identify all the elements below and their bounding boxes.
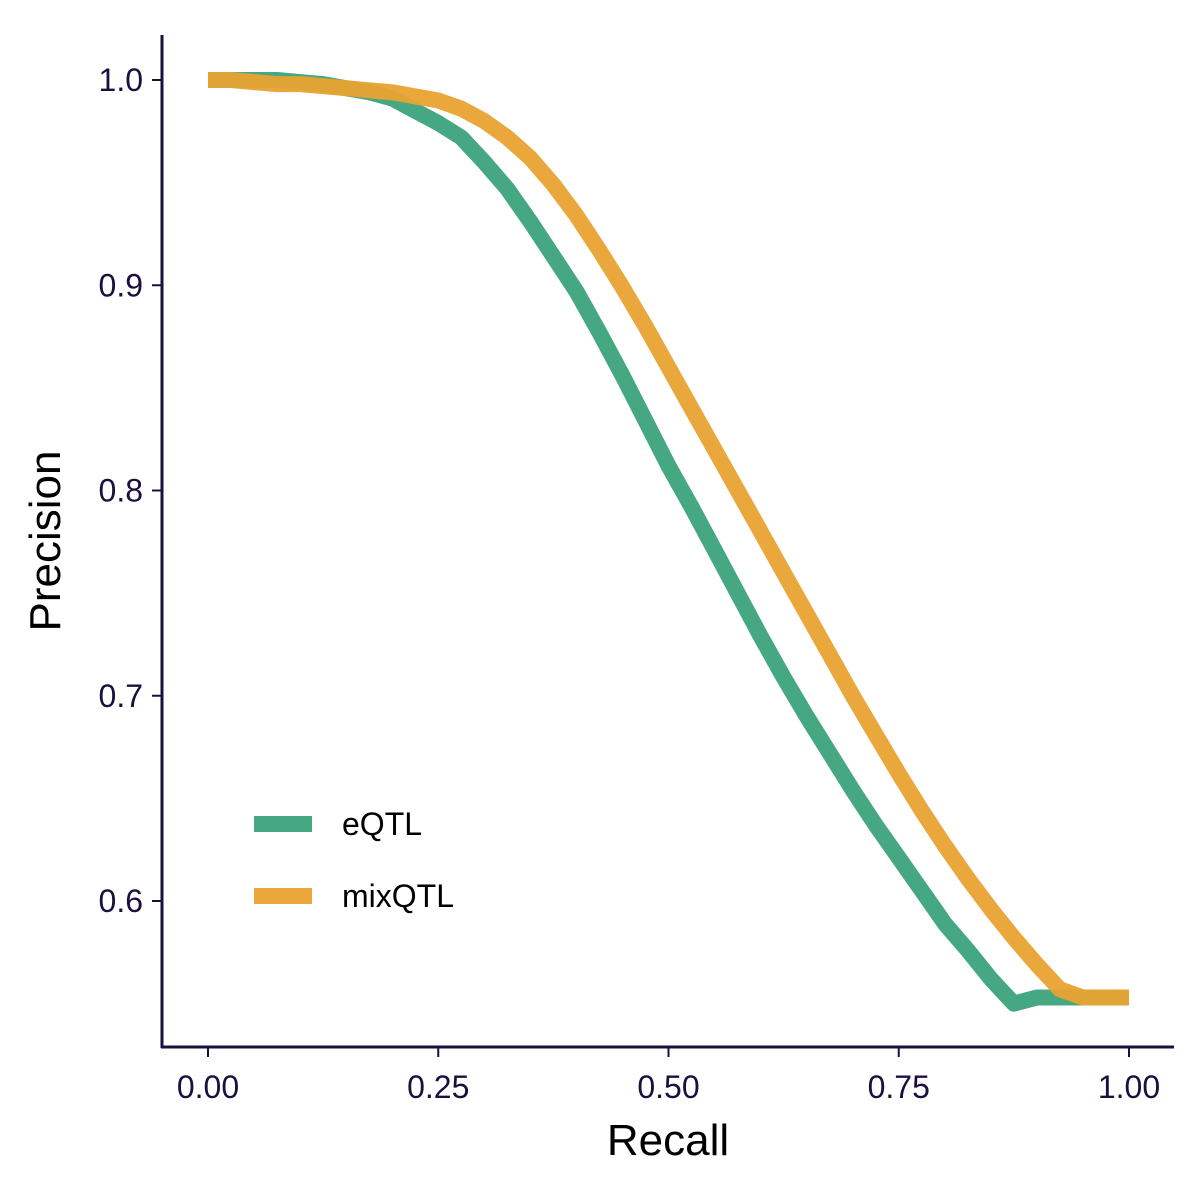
x-tick-label: 0.50 bbox=[637, 1069, 699, 1105]
axes bbox=[160, 35, 1174, 1049]
y-tick-label: 1.0 bbox=[99, 62, 143, 98]
legend-label-eqtl: eQTL bbox=[342, 806, 422, 842]
legend: eQTL mixQTL bbox=[254, 806, 454, 914]
x-tick-label: 0.25 bbox=[407, 1069, 469, 1105]
y-tick-label: 0.8 bbox=[99, 473, 143, 509]
series-lines bbox=[208, 72, 1129, 1012]
y-tick-label: 0.9 bbox=[99, 267, 143, 303]
x-tick-label: 0.75 bbox=[868, 1069, 930, 1105]
y-tick-label: 0.6 bbox=[99, 883, 143, 919]
x-axis-title: Recall bbox=[607, 1116, 729, 1165]
y-tick-label: 0.7 bbox=[99, 678, 143, 714]
series-line-eqtl bbox=[208, 72, 1129, 1012]
series-line-mixqtl bbox=[208, 72, 1129, 1006]
x-tick-label: 1.00 bbox=[1098, 1069, 1160, 1105]
ticks: 0.00 0.25 0.50 0.75 1.00 0.6 0.7 0.8 0.9 1.0 bbox=[99, 62, 1161, 1105]
y-axis-title: Precision bbox=[21, 451, 70, 632]
x-tick-label: 0.00 bbox=[177, 1069, 239, 1105]
legend-label-mixqtl: mixQTL bbox=[342, 878, 454, 914]
